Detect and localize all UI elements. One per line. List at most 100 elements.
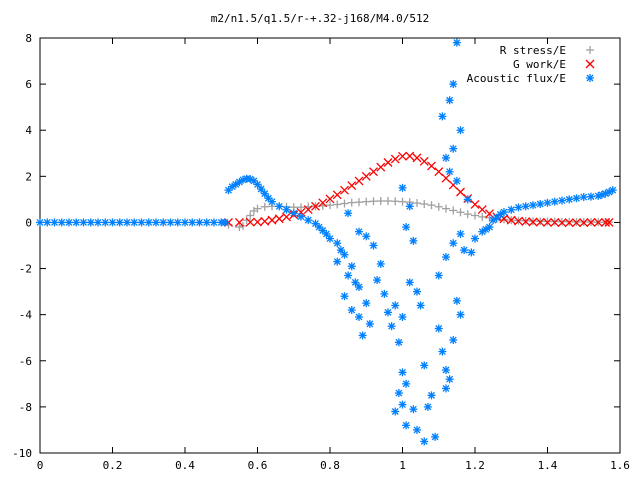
acoustic-flux-point: [65, 218, 73, 227]
g-work-point: [267, 215, 277, 225]
legend-marker: [586, 46, 594, 54]
acoustic-flux-point: [344, 209, 353, 218]
r-stress-point: [340, 199, 349, 208]
acoustic-flux-point: [326, 234, 334, 243]
g-work-point: [398, 151, 407, 161]
acoustic-flux-point: [398, 312, 407, 321]
g-work-point: [485, 209, 494, 219]
acoustic-flux-point: [355, 227, 363, 236]
acoustic-flux-point: [144, 218, 153, 227]
acoustic-flux-point: [413, 287, 421, 296]
acoustic-flux-point: [405, 202, 414, 211]
acoustic-flux-point: [36, 218, 44, 227]
r-stress-point: [398, 197, 407, 206]
g-work-point: [506, 215, 516, 225]
r-stress-point: [463, 210, 472, 219]
acoustic-flux-point: [445, 96, 454, 105]
g-work-point: [470, 200, 480, 209]
acoustic-flux-point: [101, 218, 110, 227]
acoustic-flux-point: [438, 112, 447, 121]
acoustic-flux-point: [322, 229, 331, 238]
acoustic-flux-point: [340, 250, 349, 259]
r-stress-point: [449, 206, 458, 215]
acoustic-flux-point: [558, 196, 566, 205]
g-work-point: [557, 218, 567, 228]
acoustic-flux-point: [358, 331, 367, 340]
acoustic-flux-point: [123, 218, 131, 227]
acoustic-flux-point: [391, 407, 400, 416]
r-stress-point: [434, 202, 443, 211]
acoustic-flux-point: [362, 299, 371, 308]
r-stress-point: [362, 197, 371, 206]
acoustic-flux-point: [449, 144, 458, 153]
g-work-point: [601, 217, 610, 227]
g-work-point: [253, 217, 262, 227]
g-work-point: [434, 167, 444, 177]
legend-marker: [586, 74, 594, 82]
acoustic-flux-point: [159, 218, 168, 227]
acoustic-flux-point: [347, 262, 356, 271]
g-work-point: [543, 217, 552, 227]
acoustic-flux-point: [420, 361, 429, 370]
g-work-point: [405, 151, 415, 161]
acoustic-flux-point: [442, 153, 450, 162]
g-work-point: [274, 214, 284, 224]
g-work-point: [296, 207, 306, 217]
g-work-point: [427, 161, 436, 171]
acoustic-flux-point: [351, 278, 360, 287]
acoustic-flux-point: [275, 202, 284, 211]
g-work-point: [369, 167, 378, 177]
legend-marker: [585, 59, 595, 69]
r-stress-point: [456, 208, 465, 217]
acoustic-flux-point: [434, 324, 443, 333]
acoustic-flux-point: [289, 209, 298, 218]
r-stress-point: [235, 223, 244, 232]
acoustic-flux-point: [108, 218, 117, 227]
g-work-point: [282, 212, 291, 222]
r-stress-point: [558, 217, 566, 226]
g-work-point: [376, 162, 386, 172]
acoustic-flux-point: [445, 375, 454, 384]
acoustic-flux-point: [86, 218, 95, 227]
acoustic-flux-point: [521, 202, 530, 211]
acoustic-flux-point: [152, 218, 160, 227]
r-stress-point: [471, 211, 479, 220]
acoustic-flux-point: [445, 167, 454, 176]
y-tick-label: -10: [12, 447, 32, 460]
g-work-point: [245, 217, 255, 227]
acoustic-flux-point: [220, 218, 229, 227]
g-work-point: [419, 156, 429, 166]
acoustic-flux-point: [398, 368, 407, 377]
acoustic-flux-point: [467, 248, 476, 257]
acoustic-flux-point: [50, 218, 59, 227]
r-stress-point: [565, 217, 574, 226]
acoustic-flux-point: [384, 308, 392, 317]
acoustic-flux-point: [355, 283, 363, 291]
g-work-point: [456, 187, 465, 197]
acoustic-flux-point: [431, 432, 440, 441]
acoustic-flux-point: [456, 310, 465, 319]
g-work-point: [347, 181, 357, 191]
acoustic-flux-point: [463, 195, 472, 204]
y-tick-label: 4: [25, 124, 32, 137]
acoustic-flux-point: [579, 193, 588, 202]
g-work-point: [550, 217, 560, 227]
acoustic-flux-point: [260, 189, 269, 198]
r-stress-point: [413, 199, 421, 208]
acoustic-flux-point: [416, 301, 425, 310]
acoustic-flux-point: [398, 183, 407, 192]
r-stress-point: [550, 217, 559, 226]
acoustic-flux-point: [202, 218, 211, 227]
r-stress-point: [384, 197, 392, 206]
acoustic-flux-point: [57, 218, 66, 227]
acoustic-flux-point: [210, 218, 218, 227]
g-work-point: [477, 205, 487, 214]
r-stress-point: [369, 197, 378, 206]
x-tick-label: 0.8: [320, 459, 340, 472]
acoustic-flux-point: [380, 289, 389, 298]
g-work-point: [441, 173, 451, 183]
acoustic-flux-point: [529, 201, 537, 210]
acoustic-flux-point: [188, 218, 197, 227]
